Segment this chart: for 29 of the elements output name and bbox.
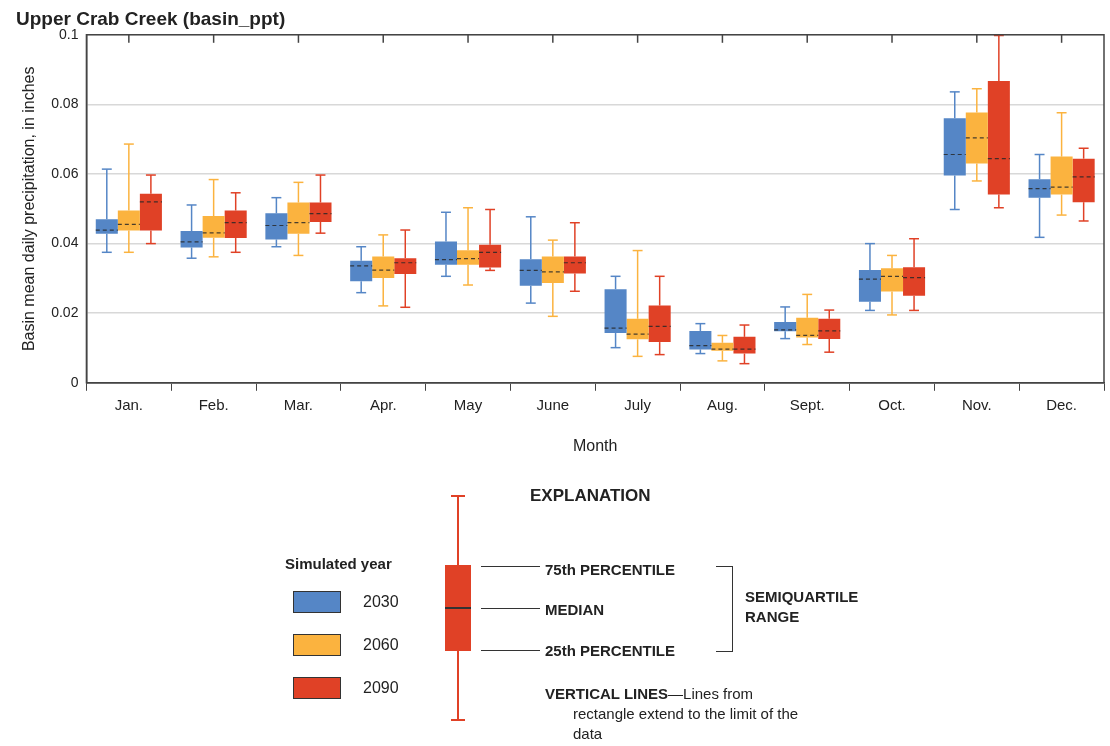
x-tick-label: Apr. bbox=[369, 395, 397, 413]
legend-label: 2090 bbox=[363, 678, 399, 697]
legend-label: 2060 bbox=[363, 635, 399, 654]
text: SEMIQUARTILE RANGE bbox=[745, 587, 860, 627]
y-tick-label: 0.06 bbox=[51, 164, 79, 181]
y-axis-title: Basin mean daily precipitation, in inches bbox=[20, 66, 38, 352]
text: EXPLANATION bbox=[530, 486, 651, 506]
x-tick-label: June bbox=[536, 395, 570, 413]
text: 75th PERCENTILE bbox=[545, 561, 676, 578]
legend-title: Simulated year bbox=[285, 555, 393, 572]
text: MEDIAN bbox=[545, 601, 605, 618]
x-tick-label: Mar. bbox=[283, 395, 314, 413]
text: VERTICAL LINES—Lines from rectangle extend to the limit of the data bbox=[545, 685, 799, 742]
x-tick-label: May bbox=[453, 395, 483, 413]
x-tick-label: Sept. bbox=[789, 395, 825, 413]
y-tick-label: 0.04 bbox=[51, 234, 79, 251]
x-tick-label: Dec. bbox=[1046, 395, 1078, 413]
text: 25th PERCENTILE bbox=[545, 642, 676, 659]
legend-label: 2030 bbox=[363, 592, 399, 611]
x-axis-title: Month bbox=[572, 436, 618, 454]
x-tick-label: Oct. bbox=[878, 395, 906, 413]
y-tick-label: 0 bbox=[70, 373, 79, 390]
x-tick-label: Aug. bbox=[706, 395, 738, 413]
x-tick-label: Feb. bbox=[198, 395, 229, 413]
y-tick-label: 0.02 bbox=[51, 304, 79, 321]
y-tick-label: 0.08 bbox=[51, 95, 79, 112]
x-tick-label: Jan. bbox=[114, 395, 144, 413]
x-tick-label: Nov. bbox=[961, 395, 992, 413]
x-tick-label: July bbox=[624, 395, 652, 413]
